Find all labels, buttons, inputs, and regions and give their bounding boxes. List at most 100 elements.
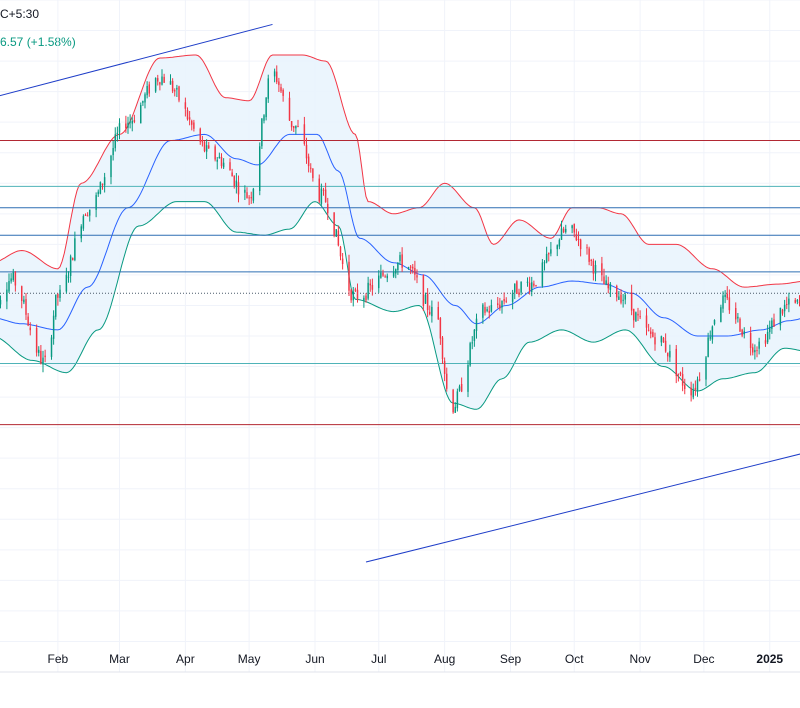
candle-body: [320, 188, 323, 204]
time-axis-label: Dec: [693, 652, 714, 666]
candle-body: [660, 336, 663, 343]
time-axis: Feb Mar Apr May Jun Jul Aug Sep Oct Nov Dec 2025: [48, 652, 784, 666]
candle-body: [220, 157, 223, 166]
candle-body: [713, 320, 716, 325]
candle-body: [739, 318, 741, 332]
candle-body: [454, 406, 456, 413]
candle-body: [369, 283, 371, 286]
candle-body: [758, 341, 760, 349]
candle-body: [728, 297, 731, 311]
candle-body: [407, 267, 410, 269]
candle-body: [781, 309, 784, 314]
candle-body: [127, 122, 129, 128]
candle-body: [709, 337, 711, 339]
candle-body: [174, 90, 176, 92]
candle-body: [222, 162, 225, 168]
candle-body: [499, 304, 501, 309]
candle-body: [392, 271, 395, 277]
candle-body: [543, 262, 546, 264]
candle-body: [52, 315, 55, 339]
candle-body: [157, 78, 159, 82]
time-axis-label: Aug: [434, 652, 455, 666]
candle-body: [773, 319, 775, 327]
candle-body: [57, 294, 59, 298]
candle-body: [535, 285, 537, 287]
candle-body: [533, 283, 535, 286]
candle-body: [216, 159, 218, 162]
candle-body: [743, 331, 745, 335]
candle-body: [12, 272, 14, 280]
candle-body: [103, 177, 106, 186]
candle-body: [288, 97, 291, 121]
candle-body: [607, 282, 609, 289]
candle-body: [497, 303, 499, 305]
candle-body: [437, 307, 439, 320]
candle-body: [65, 274, 68, 292]
trend-lines: [0, 23, 800, 563]
candle-body: [363, 297, 365, 301]
time-axis-label: Feb: [48, 652, 69, 666]
candle-body: [501, 301, 503, 308]
candle-body: [84, 214, 87, 216]
candle-body: [550, 249, 552, 254]
candle-body: [531, 282, 533, 292]
candle-body: [796, 299, 799, 302]
candle-body: [133, 120, 136, 122]
candle-body: [426, 293, 429, 310]
candle-body: [467, 365, 469, 392]
candle-body: [571, 225, 573, 229]
time-axis-label: Mar: [109, 652, 130, 666]
candle-body: [783, 304, 786, 312]
candle-body: [191, 120, 193, 125]
candle-body: [526, 281, 529, 283]
candle-body: [399, 255, 401, 262]
candle-body: [116, 132, 119, 135]
candle-body: [23, 299, 25, 303]
candle-body: [562, 228, 565, 233]
candle-body: [460, 384, 463, 392]
candle-body: [516, 281, 518, 294]
candle-body: [735, 308, 737, 320]
time-axis-label: 2025: [756, 652, 783, 666]
candle-body: [412, 266, 414, 269]
candle-body: [456, 391, 459, 409]
candle-body: [290, 121, 293, 128]
candle-body: [278, 81, 280, 86]
candle-body: [10, 278, 12, 282]
candle-body: [280, 87, 282, 92]
candle-body: [273, 71, 276, 77]
candle-body: [178, 86, 180, 101]
candle-body: [488, 310, 490, 313]
candle-body: [769, 326, 771, 333]
candle-body: [696, 379, 699, 391]
candle-body: [354, 289, 357, 291]
candle-body: [624, 294, 626, 300]
candle-body: [95, 195, 97, 210]
timezone-label: C+5:30: [0, 7, 40, 21]
candle-body: [679, 372, 682, 375]
candle-body: [348, 261, 350, 291]
candle-body: [99, 182, 102, 194]
candle-body: [367, 282, 369, 299]
candle-body: [44, 355, 46, 358]
time-axis-label: Jun: [305, 652, 324, 666]
candle-body: [475, 318, 478, 331]
candle-body: [29, 327, 31, 331]
candle-body: [171, 80, 174, 92]
candle-body: [786, 304, 788, 305]
candle-body: [711, 326, 714, 340]
candle-body: [193, 122, 195, 129]
candle-body: [59, 289, 61, 298]
candle-body: [169, 81, 172, 85]
candle-body: [0, 299, 2, 305]
candle-body: [144, 94, 146, 103]
candle-body: [312, 168, 314, 179]
time-axis-label: Apr: [176, 652, 195, 666]
candle-body: [446, 373, 448, 389]
candle-body: [188, 117, 191, 120]
candle-body: [749, 333, 752, 349]
candle-body: [431, 306, 433, 317]
candle-body: [601, 263, 603, 276]
candle-body: [327, 203, 329, 214]
